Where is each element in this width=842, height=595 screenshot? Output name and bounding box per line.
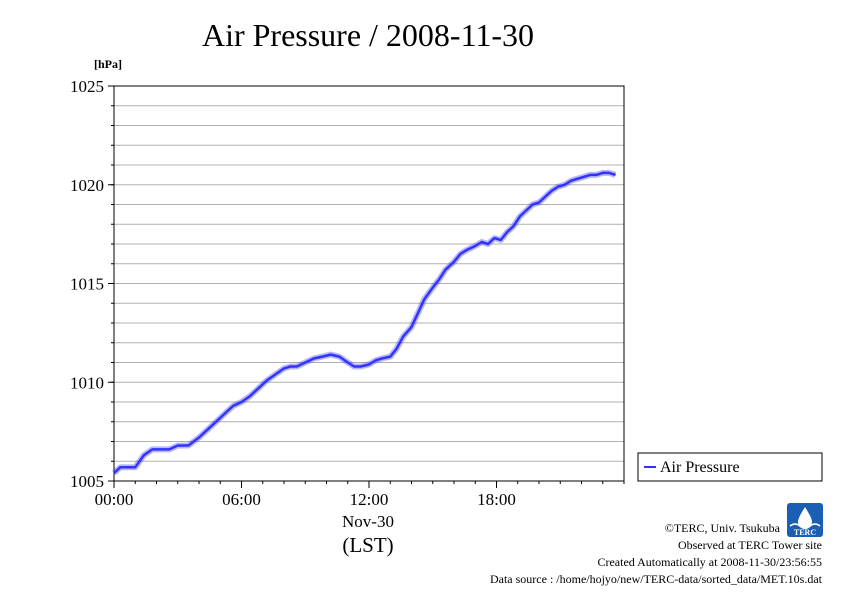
y-tick-label: 1010 bbox=[70, 373, 104, 392]
axes bbox=[108, 85, 625, 488]
y-tick-label: 1020 bbox=[70, 176, 104, 195]
legend: Air Pressure bbox=[637, 452, 823, 482]
x-tick-label: 12:00 bbox=[350, 490, 389, 509]
grid bbox=[114, 105, 624, 462]
terc-logo: TERC bbox=[787, 503, 823, 537]
y-tick-label: 1025 bbox=[70, 77, 104, 96]
footer-source: Data source : /home/hojyo/new/TERC-data/… bbox=[490, 572, 823, 586]
legend-label: Air Pressure bbox=[660, 459, 740, 476]
x-tick-label: 00:00 bbox=[95, 490, 134, 509]
x-tick-label: 18:00 bbox=[477, 490, 516, 509]
y-tick-label: 1005 bbox=[70, 472, 104, 491]
y-axis-unit: [hPa] bbox=[94, 57, 122, 71]
x-axis-timezone: (LST) bbox=[342, 533, 393, 557]
y-tick-label: 1015 bbox=[70, 275, 104, 294]
x-tick-label: 06:00 bbox=[222, 490, 261, 509]
chart-title: Air Pressure / 2008-11-30 bbox=[202, 17, 534, 53]
footer-created: Created Automatically at 2008-11-30/23:5… bbox=[597, 555, 822, 569]
series-line bbox=[113, 171, 616, 475]
wave-icon bbox=[789, 523, 821, 529]
x-axis-date: Nov-30 bbox=[342, 512, 394, 531]
series bbox=[111, 169, 617, 476]
logo-text: TERC bbox=[794, 528, 816, 537]
footer-observed: Observed at TERC Tower site bbox=[678, 538, 822, 552]
footer-copyright: ©TERC, Univ. Tsukuba bbox=[665, 521, 781, 535]
water-drop-icon bbox=[798, 507, 812, 529]
tick-labels: 1005 1010 1015 1020 1025 00:00 06:00 12:00 18:00 bbox=[70, 77, 516, 509]
legend-box bbox=[637, 452, 823, 482]
